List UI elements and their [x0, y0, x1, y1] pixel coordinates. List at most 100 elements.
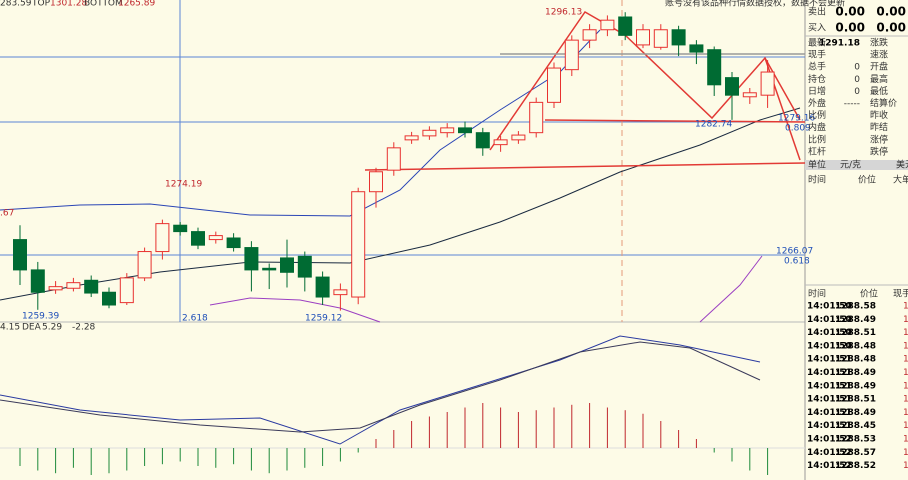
candle-body — [386, 147, 401, 171]
candle-body — [191, 231, 205, 246]
header-bottom: 1265.89 — [118, 0, 155, 9]
dea-line — [0, 341, 761, 433]
candle-body — [315, 276, 330, 298]
lower-band — [699, 255, 763, 323]
trade-time: 14:01:51 — [807, 408, 852, 418]
trade-time: 14:01:50 — [807, 302, 852, 312]
candle-body — [742, 92, 757, 98]
trade-time: 14:01:51 — [807, 395, 852, 405]
trade-price: 1288.53 — [835, 435, 876, 445]
candle-body — [618, 16, 633, 36]
macd-hist-value: -2.28 — [72, 323, 96, 333]
candle-body — [351, 191, 366, 298]
trade-price: 1288.58 — [835, 302, 876, 312]
candle-body — [689, 44, 704, 53]
candle-body — [208, 235, 223, 241]
candle-body — [173, 224, 188, 233]
quote-label: 最新 — [808, 37, 826, 49]
trade-volume: 1 — [903, 435, 908, 445]
header-value: 283.59 — [0, 0, 32, 9]
quote-label: 总手 — [808, 61, 826, 73]
trade-volume: 1 — [903, 341, 908, 351]
fib-label: 0.809 — [785, 124, 811, 134]
quote-label: 涨跌 — [870, 38, 888, 49]
quote-label: 外盘 — [808, 97, 826, 109]
candle-body — [13, 239, 27, 271]
column-head: 价位 — [860, 288, 878, 300]
unit-label: 单位 — [808, 159, 826, 171]
fib-label: 0.618 — [784, 257, 810, 267]
trade-volume: 1 — [903, 408, 908, 418]
trade-price: 1288.48 — [835, 355, 876, 365]
quote-label: 昨结 — [870, 121, 888, 133]
trade-price: 1288.51 — [835, 395, 876, 405]
candle-body — [636, 29, 650, 46]
price-label: 1279.16 — [778, 114, 815, 124]
candle-body — [493, 139, 508, 146]
trade-time: 14:01:51 — [807, 368, 852, 378]
column-head: 大单 — [893, 174, 908, 186]
trade-price: 1288.51 — [835, 328, 876, 338]
quote-panel: 卖出 0.00 0.00 买入 0.00 0.00 单位 元/克 美元 时间 价… — [808, 5, 908, 300]
trade-volume: 1 — [903, 328, 908, 338]
header-bottom-label: BOTTOM — [84, 0, 123, 9]
price-label: 1259.39 — [22, 312, 59, 322]
macd-value: 4.15 — [0, 323, 20, 333]
price-label: 1266.07 — [776, 247, 813, 257]
quote-label: 比例 — [808, 133, 826, 145]
candle-body — [564, 39, 579, 71]
trade-volume: 1 — [903, 302, 908, 312]
trade-volume: 1 — [903, 448, 908, 458]
trade-price: 1288.52 — [835, 461, 876, 471]
column-head: 现手 — [893, 288, 908, 300]
trade-time: 14:01:50 — [807, 341, 852, 351]
candle-body — [511, 134, 526, 141]
trade-time: 14:01:50 — [807, 328, 852, 338]
quote-value: 1291.18 — [819, 39, 860, 49]
candle-body — [66, 282, 81, 289]
candle-body — [760, 71, 775, 96]
price-label: 1259.12 — [305, 314, 342, 324]
trade-price: 1288.48 — [835, 341, 876, 351]
trade-volume: 1 — [903, 368, 908, 378]
ask-volume: 0.00 — [876, 5, 906, 19]
macd-dea-label: DEA — [22, 323, 42, 333]
quote-label: 跌停 — [870, 145, 888, 157]
trade-time: 14:01:51 — [807, 381, 852, 391]
lower-band — [209, 297, 381, 323]
trade-volume: 1 — [903, 461, 908, 471]
candle-body — [155, 223, 170, 253]
price-label: .67 — [0, 209, 14, 219]
quote-label: 开盘 — [870, 61, 888, 73]
quote-value: ----- — [844, 99, 860, 109]
notice: 账号没有该品种行情数据授权，数据不会更新 — [665, 0, 845, 9]
trade-price: 1288.49 — [835, 315, 876, 325]
candle-body — [137, 251, 152, 279]
trade-price: 1288.45 — [835, 421, 876, 431]
candle-body — [600, 19, 615, 31]
candle-body — [404, 135, 419, 141]
quote-label: 日增 — [808, 85, 826, 97]
candle-body — [440, 127, 455, 134]
column-head: 价位 — [858, 174, 876, 186]
unit-bar — [805, 160, 908, 170]
candle-body — [48, 286, 63, 291]
quote-label: 涨停 — [870, 133, 888, 145]
price-label: 1274.19 — [165, 180, 202, 190]
arrow-path — [489, 11, 801, 151]
candle-body — [582, 29, 597, 41]
candle-body — [119, 277, 134, 304]
chart-labels: 1296.13 1274.19 .67 1259.39 1259.12 2.61… — [0, 8, 815, 333]
quote-label: 持仓 — [808, 73, 826, 85]
trade-volume: 1 — [903, 421, 908, 431]
quote-label: 比例 — [808, 109, 826, 121]
trade-time: 14:01:52 — [807, 435, 852, 445]
candle-body — [422, 129, 437, 137]
arrow — [544, 119, 806, 123]
macd-line — [0, 335, 761, 445]
candle-body — [244, 247, 259, 271]
candle-body — [458, 127, 472, 134]
trade-price: 1288.49 — [835, 408, 876, 418]
